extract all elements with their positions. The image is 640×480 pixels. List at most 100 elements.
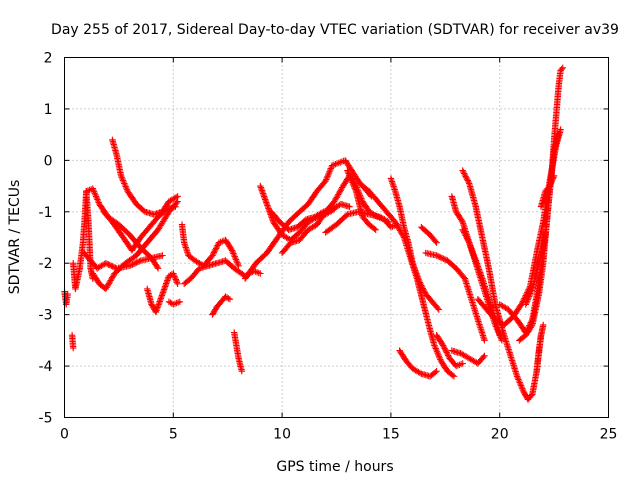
data-point-run [529, 292, 542, 329]
data-point-run [222, 236, 235, 253]
x-tick-label: 5 [169, 427, 178, 443]
data-point-run [555, 68, 564, 92]
data-point-run [215, 237, 228, 246]
data-point-run [137, 225, 152, 241]
y-tick-label: 0 [44, 153, 53, 169]
data-point-run [524, 392, 535, 403]
data-point-run [154, 207, 169, 221]
data-point-run [344, 167, 359, 193]
data-point-run [342, 157, 355, 173]
data-point-run [446, 355, 459, 368]
data-point-run [444, 257, 459, 271]
data-point-run [392, 188, 403, 209]
data-point-run [144, 227, 161, 246]
data-point-run [500, 315, 515, 329]
data-point-run [333, 212, 350, 228]
data-point-run [250, 267, 262, 277]
data-point-run [185, 252, 197, 263]
data-point-run [359, 198, 372, 214]
data-point-run [548, 138, 558, 174]
data-point [174, 280, 181, 287]
data-point [557, 126, 564, 133]
data-point-run [241, 261, 259, 282]
data-point [176, 298, 184, 305]
y-tick-label: 1 [44, 102, 53, 118]
data-point-run [505, 306, 520, 322]
data-point-run [296, 220, 311, 236]
data-point-run [396, 347, 409, 363]
data-point-run [418, 224, 432, 237]
data-point-run [535, 261, 547, 298]
data-point-run [400, 224, 412, 245]
data-point [559, 64, 567, 71]
data-point [450, 373, 458, 380]
data-point-run [374, 198, 389, 214]
data-point-run [335, 157, 347, 167]
data-point [159, 252, 166, 259]
data-point [433, 239, 440, 246]
data-point-run [537, 189, 549, 210]
data-point-run [474, 296, 489, 312]
data-point [154, 265, 162, 272]
data-point-run [252, 250, 269, 267]
data-point-run [453, 360, 465, 370]
data-point-run [181, 276, 193, 287]
data-point [64, 290, 71, 298]
data-point [372, 226, 379, 233]
data-point-run [126, 258, 143, 269]
data-point-run [405, 239, 416, 265]
data-point-run [322, 222, 339, 236]
data-point-run [426, 326, 438, 348]
data-point-run [187, 266, 202, 282]
data-point-run [461, 275, 475, 301]
data-point-run [159, 274, 172, 298]
data-point [481, 337, 488, 344]
data-point-run [263, 235, 280, 257]
data-point-run [222, 293, 232, 302]
data-point-run [305, 222, 319, 233]
y-tick-label: -5 [39, 411, 53, 427]
data-point-run [102, 271, 117, 293]
data-point-run [352, 188, 366, 219]
x-axis-label: GPS time / hours [276, 459, 393, 475]
data-point-run [459, 167, 472, 186]
data-point-run [426, 369, 439, 380]
data-point-run [165, 271, 175, 280]
data-point-run [457, 350, 471, 361]
data-point-run [387, 175, 398, 193]
data-point-run [422, 290, 435, 304]
data-point-run [518, 284, 533, 308]
data-point-run [152, 292, 166, 316]
data-point-run [209, 305, 220, 318]
data-point-run [513, 373, 527, 394]
data-point-run [68, 332, 77, 350]
data-point-run [507, 352, 520, 378]
data-point-run [170, 299, 182, 308]
data-point-run [128, 235, 143, 254]
data-point [70, 344, 77, 352]
data-point-run [146, 215, 161, 231]
data-point-run [89, 270, 102, 286]
data-point-run [124, 188, 139, 206]
data-point-run [76, 241, 86, 272]
data-point-run [529, 261, 542, 293]
data-point [172, 203, 179, 210]
data-point [481, 352, 488, 359]
x-tick-label: 10 [273, 427, 291, 443]
data-point-run [213, 299, 224, 311]
data-point-run [437, 357, 450, 374]
data-point-run [294, 217, 308, 231]
data-point-run [348, 167, 361, 183]
data-point [238, 368, 246, 375]
data-point-run [296, 202, 311, 215]
data-point-run [154, 210, 172, 233]
data-point-run [420, 301, 433, 332]
chart-title: Day 255 of 2017, Sidereal Day-to-day VTE… [51, 22, 619, 38]
data-point-run [359, 182, 371, 194]
data-point [433, 368, 440, 375]
data-series [61, 64, 567, 403]
data-point-run [133, 240, 150, 259]
data-point-run [472, 203, 486, 240]
data-point-run [516, 333, 528, 344]
